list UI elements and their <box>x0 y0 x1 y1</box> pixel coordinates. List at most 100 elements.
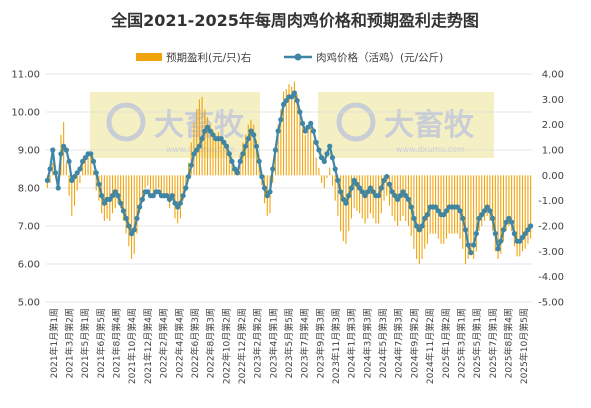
price-point <box>370 189 376 195</box>
x-tick-label: 2021年6月第5周 <box>95 308 107 378</box>
profit-bar <box>288 84 290 176</box>
x-tick-label: 2023年4月第1周 <box>267 308 279 378</box>
profit-bar <box>204 109 206 176</box>
profit-bar <box>95 175 97 191</box>
x-tick-label: 2024年9月第2周 <box>408 308 420 378</box>
x-tick-label: 2022年12月第2周 <box>236 308 248 384</box>
price-point <box>346 193 352 199</box>
price-point <box>384 174 390 180</box>
profit-bar <box>416 175 418 259</box>
right-tick-label: 4.00 <box>542 70 564 81</box>
price-point <box>44 177 50 183</box>
profit-bar <box>291 86 293 176</box>
profit-bar <box>312 139 314 176</box>
price-point <box>297 109 303 115</box>
profit-bar <box>215 134 217 176</box>
x-tick-label: 2023年5月第5周 <box>283 308 295 378</box>
price-point <box>481 208 488 214</box>
price-point <box>88 151 94 157</box>
price-point <box>52 170 59 176</box>
right-tick-label: 0.00 <box>542 171 564 182</box>
price-point <box>139 196 145 202</box>
x-tick-label: 2025年7月第1周 <box>487 308 499 378</box>
price-point <box>506 215 512 221</box>
svg-text:大畜牧: 大畜牧 <box>384 108 475 143</box>
profit-bar <box>440 175 442 244</box>
profit-bar <box>413 175 415 249</box>
price-point <box>234 170 241 176</box>
profit-bar <box>345 175 347 244</box>
price-point <box>433 204 439 210</box>
legend-profit-label: 预期盈利(元/只)右 <box>166 51 251 64</box>
profit-bar <box>424 175 426 249</box>
svg-text:www.dxumu.com: www.dxumu.com <box>396 145 465 154</box>
x-tick-label: 2023年2月第2周 <box>252 308 264 378</box>
profit-bar <box>90 155 92 176</box>
watermark-left: 大畜牧 www.dxumu.com <box>90 92 260 158</box>
price-point <box>343 200 349 206</box>
price-point <box>207 128 213 134</box>
profit-bar <box>144 175 146 188</box>
price-point <box>419 223 425 229</box>
price-point <box>441 212 447 218</box>
price-point <box>245 136 251 142</box>
left-tick-label: 9.00 <box>18 146 40 157</box>
profit-bar <box>361 175 363 219</box>
profit-bar <box>350 175 352 219</box>
price-point <box>490 215 496 221</box>
profit-bar <box>348 175 350 232</box>
x-tick-label: 2024年11月第2周 <box>424 308 436 384</box>
price-point <box>107 196 113 202</box>
price-point <box>465 242 471 248</box>
price-point <box>74 170 80 176</box>
left-tick-label: 10.00 <box>11 108 40 119</box>
price-point <box>204 124 211 130</box>
profit-bar <box>353 175 355 209</box>
left-tick-label: 7.00 <box>18 222 40 233</box>
profit-bar <box>391 175 393 216</box>
price-point <box>492 231 498 237</box>
price-point <box>242 143 249 149</box>
profit-bar <box>168 175 171 209</box>
profit-bar <box>318 167 320 176</box>
profit-bar <box>242 142 244 176</box>
price-point <box>196 143 203 149</box>
price-point <box>90 158 97 164</box>
price-point <box>362 193 368 199</box>
profit-bar <box>217 132 219 176</box>
price-point <box>115 193 121 199</box>
price-point <box>294 98 300 104</box>
price-point <box>457 208 463 214</box>
price-point <box>145 189 151 195</box>
profit-bar <box>502 175 505 242</box>
price-point <box>202 128 208 134</box>
profit-bar <box>378 175 380 224</box>
price-point <box>321 158 327 164</box>
profit-bar <box>481 175 483 226</box>
right-tick-label: -1.00 <box>538 196 564 207</box>
price-point <box>248 128 254 134</box>
profit-bar <box>49 175 51 183</box>
svg-text:www.dxumu.com: www.dxumu.com <box>166 145 235 154</box>
profit-bar <box>171 175 173 201</box>
price-point <box>137 204 143 210</box>
right-tick-label: 3.00 <box>542 95 564 106</box>
profit-bar <box>155 175 157 191</box>
profit-bar <box>177 175 179 224</box>
left-tick-label: 6.00 <box>18 260 40 271</box>
price-point <box>150 193 156 199</box>
profit-bar <box>136 175 138 234</box>
right-tick-label: 1.00 <box>542 146 564 157</box>
price-point <box>487 208 493 214</box>
price-point <box>517 238 523 244</box>
x-tick-label: 2023年11月第3周 <box>330 308 342 384</box>
right-tick-label: -3.00 <box>538 247 564 258</box>
profit-bar <box>437 175 439 239</box>
price-point <box>77 166 83 172</box>
price-point <box>82 155 88 161</box>
profit-bar <box>511 175 513 232</box>
profit-bar <box>367 175 369 219</box>
price-point <box>218 136 224 142</box>
profit-bar <box>231 157 233 176</box>
